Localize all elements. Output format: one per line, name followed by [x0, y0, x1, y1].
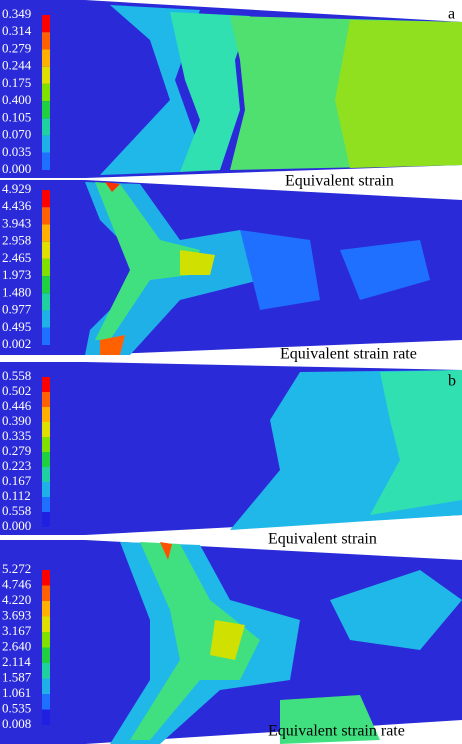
legend-swatch — [42, 437, 50, 452]
legend-label: 0.167 — [2, 473, 32, 488]
legend-swatch — [42, 224, 50, 242]
legend-swatch — [42, 407, 50, 422]
contour-a-strain — [0, 0, 462, 178]
legend-label: 0.977 — [2, 302, 32, 317]
legend-label: 0.000 — [2, 161, 31, 176]
contour-b-rate — [0, 540, 462, 744]
legend-label: 1.061 — [2, 685, 31, 700]
legend-label: 4.220 — [2, 592, 31, 607]
legend-label: 0.105 — [2, 109, 31, 124]
legend-swatch — [42, 497, 50, 512]
legend-label: 0.112 — [2, 488, 31, 503]
legend-label: 3.943 — [2, 215, 31, 230]
legend-label: 1.587 — [2, 669, 32, 684]
legend-swatch — [42, 66, 50, 84]
legend-swatch — [42, 135, 50, 153]
legend-swatch — [42, 310, 50, 328]
legend-swatch — [42, 570, 50, 586]
legend-swatch — [42, 632, 50, 648]
legend-label: 0.244 — [2, 58, 32, 73]
legend-label: 0.558 — [2, 503, 31, 518]
legend-swatch — [42, 377, 50, 392]
legend-label: 0.502 — [2, 383, 31, 398]
legend-label: 0.558 — [2, 368, 31, 383]
legend-swatch — [42, 190, 50, 208]
legend-label: 0.002 — [2, 336, 31, 351]
legend-swatch — [42, 601, 50, 617]
legend-label: 4.746 — [2, 576, 32, 591]
legend-label: 2.958 — [2, 233, 31, 248]
legend-label: 0.070 — [2, 127, 31, 142]
caption: Equivalent strain rate — [268, 723, 405, 740]
legend-swatch — [42, 663, 50, 679]
legend-label: 2.640 — [2, 638, 31, 653]
caption: Equivalent strain — [285, 173, 394, 190]
legend-label: 0.279 — [2, 40, 31, 55]
contour-a-rate — [0, 180, 462, 355]
legend-swatch — [42, 512, 50, 527]
legend-swatch — [42, 293, 50, 311]
caption: Equivalent strain — [268, 531, 377, 548]
legend-label: 0.314 — [2, 23, 32, 38]
legend-label: 0.000 — [2, 518, 31, 533]
legend-swatch — [42, 678, 50, 694]
legend-swatch — [42, 482, 50, 497]
panel-letter: b — [448, 373, 456, 390]
legend-swatch — [42, 101, 50, 119]
legend-label: 5.272 — [2, 561, 31, 576]
legend-swatch — [42, 207, 50, 225]
legend-swatch — [42, 49, 50, 67]
legend-label: 4.929 — [2, 181, 31, 196]
legend-label: 0.495 — [2, 319, 31, 334]
legend-label: 0.400 — [2, 92, 31, 107]
legend-label: 0.175 — [2, 75, 31, 90]
legend-swatch — [42, 585, 50, 601]
legend-label: 0.349 — [2, 6, 31, 21]
legend-swatch — [42, 327, 50, 345]
legends — [42, 15, 50, 725]
legend-label: 2.465 — [2, 250, 31, 265]
caption: Equivalent strain rate — [280, 346, 417, 363]
legend-swatch — [42, 276, 50, 294]
legend-label: 0.535 — [2, 700, 31, 715]
legend-swatch — [42, 422, 50, 437]
legend-label: 1.973 — [2, 267, 31, 282]
legend-label: 1.480 — [2, 284, 31, 299]
legend-swatch — [42, 118, 50, 136]
legend-label: 0.335 — [2, 428, 31, 443]
legend-swatch — [42, 32, 50, 50]
legend-label: 0.446 — [2, 398, 32, 413]
legend-swatch — [42, 392, 50, 407]
legend-swatch — [42, 15, 50, 33]
legend-swatch — [42, 152, 50, 170]
panel-letter: a — [448, 6, 455, 23]
legend-swatch — [42, 241, 50, 259]
legend-label: 0.390 — [2, 413, 31, 428]
legend-swatch — [42, 83, 50, 102]
legend-label: 3.693 — [2, 607, 31, 622]
legend-label: 0.008 — [2, 716, 31, 731]
legend-swatch — [42, 467, 50, 482]
legend-label: 4.436 — [2, 198, 32, 213]
legend-label: 0.223 — [2, 458, 31, 473]
legend-swatch — [42, 452, 50, 467]
labels: 0.349 0.314 0.279 0.244 0.175 0.400 0.105 0.070… — [2, 6, 456, 740]
legend-label: 2.114 — [2, 654, 31, 669]
legend-swatch — [42, 694, 50, 710]
legend-swatch — [42, 258, 50, 277]
legend-swatch — [42, 709, 50, 725]
legend-swatch — [42, 647, 50, 663]
legend-label: 0.035 — [2, 144, 31, 159]
contour-b-strain — [0, 362, 462, 535]
legend-label: 3.167 — [2, 623, 32, 638]
legend-label: 0.279 — [2, 443, 31, 458]
legend-swatch — [42, 616, 50, 632]
